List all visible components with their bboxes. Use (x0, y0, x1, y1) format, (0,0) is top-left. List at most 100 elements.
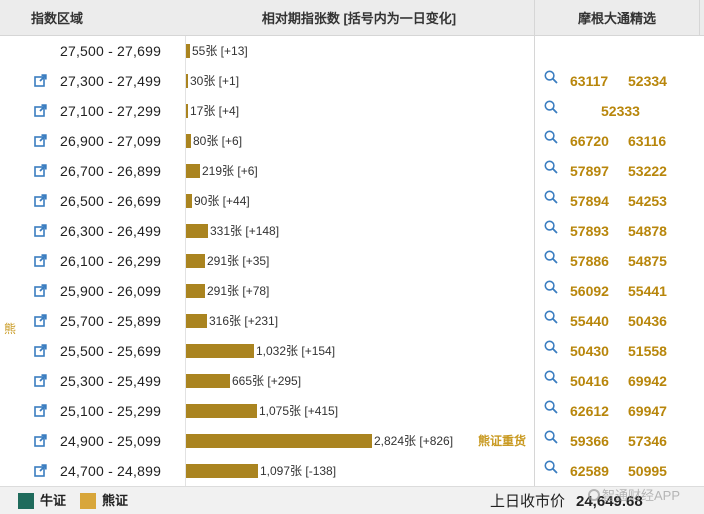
warrant-code-link[interactable]: 50416 (570, 373, 609, 389)
warrant-code-link[interactable]: 56092 (570, 283, 609, 299)
contract-count-label: 316张 [+231] (209, 314, 279, 328)
bear-legend-label: 熊证 (102, 493, 129, 508)
warrant-code-link[interactable]: 57893 (570, 223, 609, 239)
index-range: 25,300 - 25,499 (60, 373, 162, 389)
search-icon[interactable] (544, 310, 558, 324)
contract-count-bar (186, 224, 208, 238)
external-link-icon[interactable] (34, 104, 47, 117)
contract-count-bar (186, 74, 188, 88)
external-link-icon[interactable] (34, 284, 47, 297)
warrant-code-link[interactable]: 59366 (570, 433, 609, 449)
contract-count-label: 219张 [+6] (202, 164, 258, 178)
table-row: 26,500 - 26,699 90张 [+44] 57894 54253 (0, 186, 704, 216)
index-range: 25,900 - 26,099 (60, 283, 162, 299)
warrant-code-link[interactable]: 52333 (601, 103, 640, 119)
external-link-icon[interactable] (34, 194, 47, 207)
warrant-code-link[interactable]: 55441 (628, 283, 667, 299)
contract-count-bar (186, 464, 258, 478)
warrant-code-link[interactable]: 50430 (570, 343, 609, 359)
warrant-code-link[interactable]: 51558 (628, 343, 667, 359)
external-link-icon[interactable] (34, 314, 47, 327)
contract-count-label: 665张 [+295] (232, 374, 302, 388)
table-row: 25,700 - 25,899 316张 [+231] 55440 50436 (0, 306, 704, 336)
search-icon[interactable] (544, 280, 558, 294)
warrant-code-link[interactable]: 54878 (628, 223, 667, 239)
search-icon[interactable] (544, 460, 558, 474)
watermark-text: 智通财经APP (602, 488, 681, 503)
external-link-icon[interactable] (34, 254, 47, 267)
index-range: 24,900 - 25,099 (60, 433, 162, 449)
bear-side-label: 熊 (4, 322, 17, 336)
header-contract-count: 相对期指张数 [括号内为一日变化] (261, 11, 457, 26)
warrant-code-link[interactable]: 69947 (628, 403, 667, 419)
contract-count-bar (186, 164, 200, 178)
warrant-code-link[interactable]: 63117 (570, 73, 609, 89)
warrant-code-link[interactable]: 62612 (570, 403, 609, 419)
external-link-icon[interactable] (34, 344, 47, 357)
bull-legend-swatch (18, 493, 34, 509)
search-icon[interactable] (544, 400, 558, 414)
warrant-code-link[interactable]: 50995 (628, 463, 667, 479)
index-range: 26,700 - 26,899 (60, 163, 162, 179)
warrant-code-link[interactable]: 54875 (628, 253, 667, 269)
warrant-code-link[interactable]: 69942 (628, 373, 667, 389)
search-icon[interactable] (544, 430, 558, 444)
external-link-icon[interactable] (34, 374, 47, 387)
warrant-code-link[interactable]: 57346 (628, 433, 667, 449)
table-row: 26,300 - 26,499 331张 [+148] 57893 54878 (0, 216, 704, 246)
external-link-icon[interactable] (34, 464, 47, 477)
bear-legend-swatch (80, 493, 96, 509)
watermark-logo-icon (588, 489, 600, 501)
table-row: 25,300 - 25,499 665张 [+295] 50416 69942 (0, 366, 704, 396)
table-row: 24,900 - 25,099 2,824张 [+826] 熊证重货 59366 573… (0, 426, 704, 456)
index-range: 25,100 - 25,299 (60, 403, 162, 419)
bull-legend-label: 牛证 (40, 493, 67, 508)
index-range: 27,300 - 27,499 (60, 73, 162, 89)
contract-count-label: 30张 [+1] (190, 74, 240, 88)
external-link-icon[interactable] (34, 434, 47, 447)
contract-count-label: 1,075张 [+415] (259, 404, 339, 418)
table-row: 27,500 - 27,699 55张 [+13] (0, 36, 704, 66)
warrant-code-link[interactable]: 57894 (570, 193, 609, 209)
external-link-icon[interactable] (34, 134, 47, 147)
search-icon[interactable] (544, 100, 558, 114)
search-icon[interactable] (544, 250, 558, 264)
table-row: 25,900 - 26,099 291张 [+78] 56092 55441 (0, 276, 704, 306)
search-icon[interactable] (544, 190, 558, 204)
contract-count-bar (186, 344, 254, 358)
search-icon[interactable] (544, 160, 558, 174)
contract-count-bar (186, 194, 192, 208)
external-link-icon[interactable] (34, 74, 47, 87)
warrant-code-link[interactable]: 63116 (628, 133, 667, 149)
contract-count-bar (186, 284, 205, 298)
index-range: 25,500 - 25,699 (60, 343, 162, 359)
header-edge (700, 0, 704, 36)
table-row: 25,100 - 25,299 1,075张 [+415] 62612 69947 (0, 396, 704, 426)
warrant-code-link[interactable]: 57897 (570, 163, 609, 179)
search-icon[interactable] (544, 130, 558, 144)
contract-count-bar (186, 254, 205, 268)
external-link-icon[interactable] (34, 404, 47, 417)
search-icon[interactable] (544, 370, 558, 384)
warrant-code-link[interactable]: 57886 (570, 253, 609, 269)
warrant-code-link[interactable]: 62589 (570, 463, 609, 479)
external-link-icon[interactable] (34, 224, 47, 237)
footer-bar: 牛证 熊证 上日收市价 24,649.68 智通财经APP (0, 486, 704, 514)
contract-count-bar (186, 134, 191, 148)
warrant-code-link[interactable]: 66720 (570, 133, 609, 149)
warrant-code-link[interactable]: 52334 (628, 73, 667, 89)
warrant-code-link[interactable]: 55440 (570, 313, 609, 329)
table-row: 27,100 - 27,299 17张 [+4] 52333 (0, 96, 704, 126)
search-icon[interactable] (544, 340, 558, 354)
table-row: 26,700 - 26,899 219张 [+6] 57897 53222 (0, 156, 704, 186)
warrant-code-link[interactable]: 53222 (628, 163, 667, 179)
warrant-code-link[interactable]: 50436 (628, 313, 667, 329)
contract-count-label: 1,097张 [-138] (260, 464, 337, 478)
contract-count-bar (186, 104, 188, 118)
external-link-icon[interactable] (34, 164, 47, 177)
search-icon[interactable] (544, 220, 558, 234)
index-range: 26,100 - 26,299 (60, 253, 162, 269)
table-row: 25,500 - 25,699 1,032张 [+154] 50430 51558 (0, 336, 704, 366)
search-icon[interactable] (544, 70, 558, 84)
warrant-code-link[interactable]: 54253 (628, 193, 667, 209)
